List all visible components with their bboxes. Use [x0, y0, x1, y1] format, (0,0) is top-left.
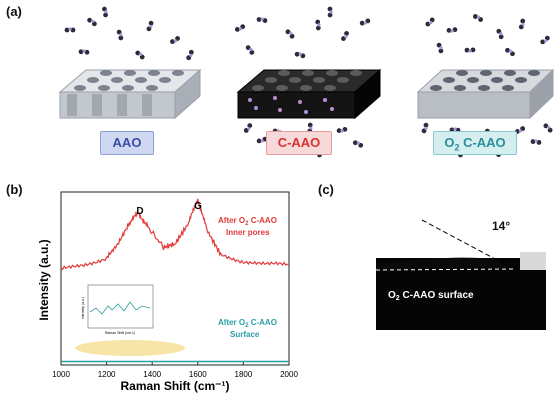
panel-b-label: (b) — [6, 182, 23, 197]
water-molecule — [186, 49, 194, 61]
droplet-profile — [376, 257, 510, 270]
aao-membrane — [58, 68, 202, 120]
water-molecule — [540, 35, 550, 45]
contact-angle-image: 14° O2 C-AAO surface — [375, 219, 546, 330]
tangent-line — [421, 219, 513, 269]
water-molecule — [245, 45, 255, 55]
water-molecule — [436, 42, 444, 54]
water-molecule — [315, 19, 321, 31]
water-molecule — [146, 20, 154, 32]
red-note-line2: Inner pores — [226, 228, 270, 237]
aao-tag: AAO — [100, 131, 154, 155]
peak-g-label: G — [194, 201, 202, 212]
water-molecule — [336, 126, 348, 134]
water-molecule — [87, 17, 97, 27]
water-molecule — [421, 122, 429, 134]
peak-d-label: D — [136, 206, 143, 217]
water-molecule — [256, 17, 268, 23]
c-aao-tag: C-AAO — [266, 131, 332, 155]
water-molecule — [496, 28, 504, 40]
water-molecule — [518, 18, 526, 30]
water-molecule — [464, 47, 476, 53]
x-tick-label: 1000 — [52, 370, 70, 379]
water-molecule — [135, 50, 145, 60]
water-molecule — [243, 123, 253, 133]
water-molecule — [446, 27, 458, 33]
water-molecule — [327, 6, 333, 18]
red-note-line1: After O2 C-AAO — [218, 216, 277, 227]
inset-plot: Intensity (a.u.) Raman Shift (cm-1) — [81, 284, 154, 335]
water-molecule — [285, 29, 295, 39]
needle-reflection — [520, 252, 546, 270]
x-tick-label: 1400 — [143, 370, 161, 379]
y-axis-label: Intensity (a.u.) — [37, 239, 51, 320]
c-aao-membrane — [236, 68, 382, 120]
panel-c-label: (c) — [318, 182, 334, 197]
angle-label: 14° — [492, 219, 510, 233]
water-molecule — [170, 36, 180, 44]
surface-highlight — [75, 340, 185, 356]
water-molecule — [64, 27, 76, 33]
o2-c-aao-tag: O2 C-AAO — [433, 131, 517, 155]
water-molecule — [116, 29, 124, 41]
teal-note-line1: After O2 C-AAO — [218, 318, 277, 329]
water-molecule — [530, 139, 542, 145]
water-molecule — [341, 31, 349, 41]
x-tick-label: 1200 — [98, 370, 116, 379]
x-axis-label: Raman Shift (cm⁻¹) — [120, 379, 229, 393]
panel-a-illustration — [58, 6, 555, 158]
chart-series — [60, 198, 290, 363]
water-molecule — [505, 47, 515, 57]
x-tick-label: 2000 — [280, 370, 298, 379]
water-molecule — [543, 123, 553, 133]
teal-note-line2: Surface — [230, 330, 260, 339]
inset-ylabel: Intensity (a.u.) — [81, 297, 85, 319]
baseline — [375, 268, 516, 271]
inset-xlabel: Raman Shift (cm-1) — [105, 331, 135, 335]
water-molecule — [294, 51, 306, 59]
o2-c-aao-membrane — [416, 68, 555, 120]
raman-chart: 1000 1200 1400 1600 1800 2000 D G After O2 C-… — [37, 191, 298, 393]
water-molecule — [78, 49, 90, 55]
inner-pores-spectrum — [60, 198, 290, 271]
x-tick-label: 1800 — [235, 370, 253, 379]
water-molecule — [425, 17, 435, 27]
water-molecule — [102, 6, 108, 18]
surface-label: O2 C-AAO surface — [388, 290, 474, 302]
water-molecule — [352, 140, 364, 148]
plot-frame — [60, 191, 290, 366]
water-molecule — [359, 18, 371, 26]
water-molecule — [473, 14, 483, 22]
water-molecule — [234, 24, 246, 32]
x-tick-label: 1600 — [189, 370, 207, 379]
panel-a-label: (a) — [6, 4, 22, 19]
